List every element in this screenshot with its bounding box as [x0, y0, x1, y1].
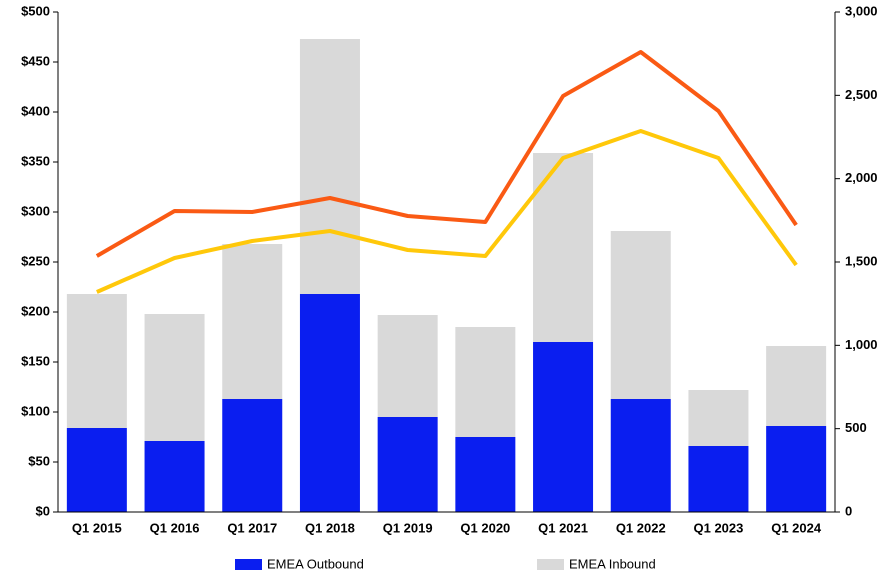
y-tick-label: $450 — [21, 53, 50, 68]
x-tick-label: Q1 2016 — [150, 520, 200, 535]
bar — [66, 294, 127, 428]
bar — [144, 314, 205, 441]
y-tick-label: $400 — [21, 103, 50, 118]
x-tick-label: Q1 2021 — [538, 520, 588, 535]
bar — [610, 231, 671, 399]
bar — [377, 315, 438, 417]
y-tick-label: $500 — [21, 3, 50, 18]
bar — [610, 399, 671, 512]
bar — [66, 428, 127, 512]
line — [96, 129, 798, 294]
bar — [455, 437, 516, 512]
bar — [766, 346, 827, 426]
bar — [688, 446, 749, 512]
y-tick-label: $0 — [36, 503, 50, 518]
x-tick-label: Q1 2018 — [305, 520, 355, 535]
bar — [766, 426, 827, 512]
y-tick-label: $200 — [21, 303, 50, 318]
bar — [222, 244, 283, 399]
y2-tick-label: 3,000 — [845, 3, 878, 18]
y-tick-label: $100 — [21, 403, 50, 418]
y2-tick-label: 0 — [845, 503, 852, 518]
legend-swatch — [235, 559, 262, 570]
x-tick-label: Q1 2022 — [616, 520, 666, 535]
x-tick-label: Q1 2023 — [694, 520, 744, 535]
bar — [377, 417, 438, 512]
y2-tick-label: 2,500 — [845, 87, 878, 102]
y2-tick-label: 1,500 — [845, 253, 878, 268]
y-tick-label: $150 — [21, 353, 50, 368]
y-tick-label: $350 — [21, 153, 50, 168]
x-tick-label: Q1 2017 — [227, 520, 277, 535]
bar — [222, 399, 283, 512]
bar — [144, 441, 205, 512]
legend-label: EMEA Inbound — [569, 556, 656, 571]
legend-label: EMEA Outbound — [267, 556, 364, 571]
y2-tick-label: 500 — [845, 420, 867, 435]
y2-tick-label: 1,000 — [845, 337, 878, 352]
y-tick-label: $50 — [28, 453, 50, 468]
x-tick-label: Q1 2015 — [72, 520, 122, 535]
y2-tick-label: 2,000 — [845, 170, 878, 185]
x-tick-label: Q1 2019 — [383, 520, 433, 535]
y-tick-label: $300 — [21, 203, 50, 218]
bar — [533, 342, 594, 512]
x-tick-label: Q1 2020 — [460, 520, 510, 535]
y-tick-label: $250 — [21, 253, 50, 268]
bar — [299, 39, 360, 294]
line — [95, 50, 798, 258]
bar — [688, 390, 749, 446]
legend-swatch — [537, 559, 564, 570]
x-tick-label: Q1 2024 — [771, 520, 822, 535]
bar — [455, 327, 516, 437]
bar — [299, 294, 360, 512]
